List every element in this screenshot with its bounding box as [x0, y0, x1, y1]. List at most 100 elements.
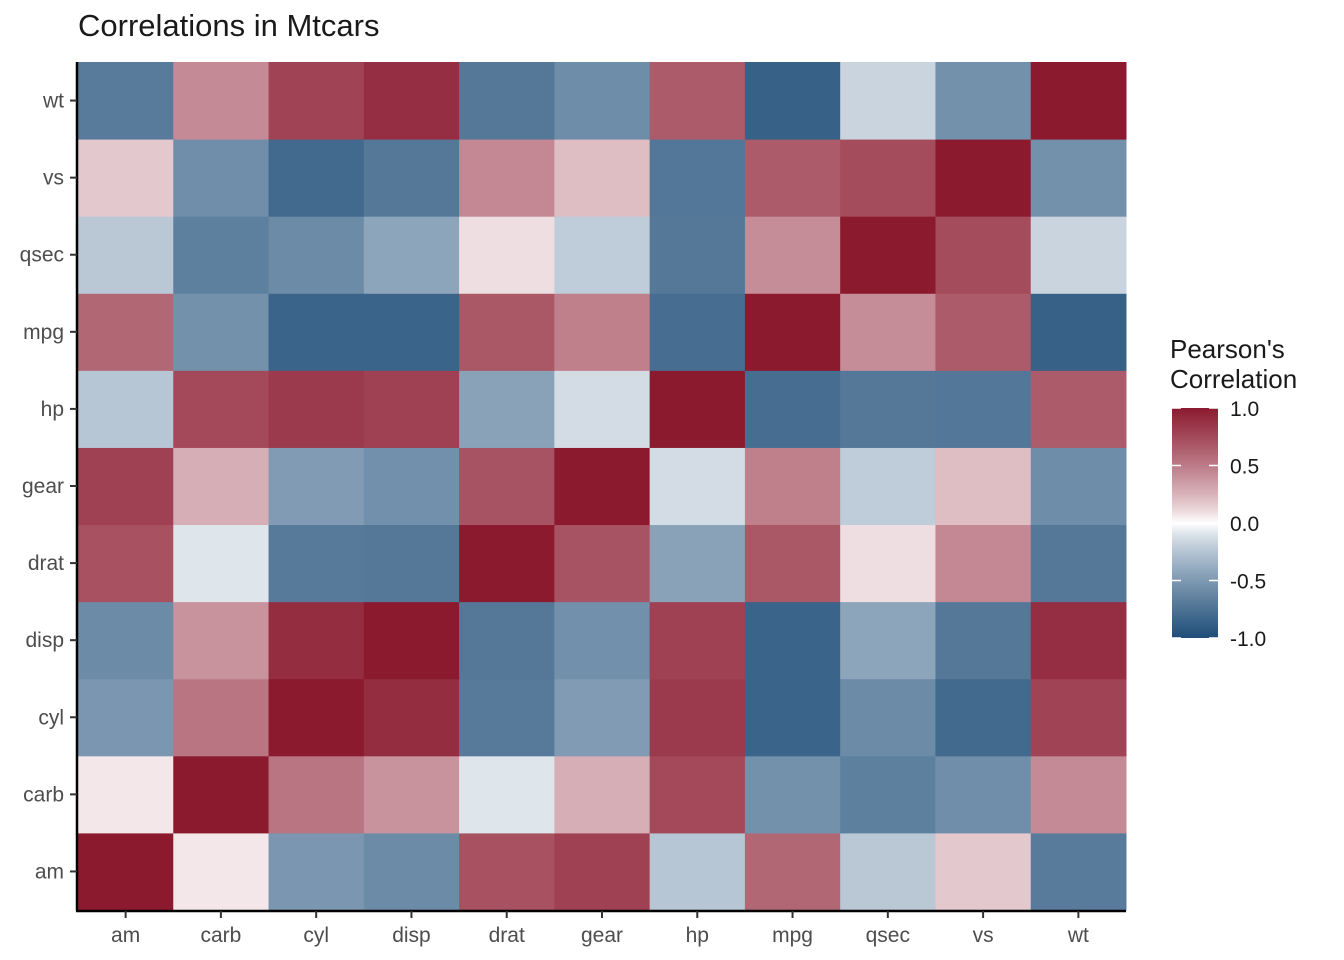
- y-tick-label: am: [35, 860, 64, 883]
- heatmap-cell-mpg-wt: [744, 62, 841, 140]
- heatmap-cell-gear-cyl: [554, 678, 651, 757]
- heatmap-cell-cyl-drat: [268, 524, 365, 603]
- heatmap-cell-am-hp: [78, 370, 174, 448]
- heatmap-cell-mpg-carb: [744, 755, 841, 834]
- heatmap-cell-mpg-cyl: [744, 678, 841, 757]
- heatmap-cell-cyl-gear: [268, 447, 365, 526]
- heatmap-cell-am-wt: [78, 62, 174, 140]
- heatmap-cell-vs-wt: [935, 62, 1032, 140]
- heatmap-cell-qsec-vs: [840, 139, 936, 217]
- heatmap-cell-wt-gear: [1030, 447, 1127, 526]
- heatmap-cell-disp-hp: [363, 370, 460, 448]
- heatmap-cell-vs-vs: [935, 139, 1032, 217]
- heatmap-cell-wt-cyl: [1030, 678, 1127, 757]
- heatmap-cell-qsec-disp: [840, 601, 936, 680]
- heatmap-cell-carb-qsec: [173, 216, 270, 294]
- heatmap-cell-wt-mpg: [1030, 293, 1127, 371]
- heatmap-cell-am-gear: [78, 447, 174, 526]
- heatmap-cell-am-mpg: [78, 293, 174, 371]
- legend-tick-label: 0.5: [1230, 456, 1259, 479]
- x-tick-label: qsec: [866, 924, 910, 947]
- y-tick-label: cyl: [38, 706, 64, 729]
- heatmap-cell-gear-disp: [554, 601, 651, 680]
- heatmap-cell-gear-gear: [554, 447, 651, 526]
- heatmap-cell-am-disp: [78, 601, 174, 680]
- heatmap-cell-hp-qsec: [649, 216, 746, 294]
- heatmap-cell-am-carb: [78, 755, 174, 834]
- heatmap-cell-drat-wt: [459, 62, 555, 140]
- heatmap-cell-mpg-drat: [744, 524, 841, 603]
- y-axis-ticks: am carb cyl disp drat gear hp mpg qsec vs wt: [20, 90, 77, 883]
- heatmap-cell-wt-drat: [1030, 524, 1127, 603]
- heatmap-cell-cyl-am: [268, 832, 365, 911]
- legend-title-line: Pearson's: [1170, 334, 1285, 364]
- heatmap-cell-vs-drat: [935, 524, 1032, 603]
- heatmap-cell-disp-mpg: [363, 293, 460, 371]
- heatmap-cell-wt-vs: [1030, 139, 1127, 217]
- heatmap-cell-qsec-am: [840, 832, 936, 911]
- legend-tick-label: 1.0: [1230, 398, 1259, 421]
- heatmap-cell-hp-vs: [649, 139, 746, 217]
- heatmap-cell-am-qsec: [78, 216, 174, 294]
- heatmap-cell-cyl-cyl: [268, 678, 365, 757]
- heatmap-cell-hp-gear: [649, 447, 746, 526]
- heatmap-cell-carb-wt: [173, 62, 270, 140]
- y-tick-label: vs: [43, 167, 64, 190]
- heatmap-cell-vs-am: [935, 832, 1032, 911]
- x-tick-label: vs: [973, 924, 994, 947]
- y-tick-label: gear: [22, 475, 64, 498]
- heatmap-cell-disp-disp: [363, 601, 460, 680]
- heatmap-cell-drat-carb: [459, 755, 555, 834]
- heatmap-cell-gear-am: [554, 832, 651, 911]
- heatmap-cell-wt-carb: [1030, 755, 1127, 834]
- heatmap-cell-drat-qsec: [459, 216, 555, 294]
- heatmap-cell-disp-am: [363, 832, 460, 911]
- heatmap-cell-am-cyl: [78, 678, 174, 757]
- heatmap-cell-mpg-am: [744, 832, 841, 911]
- heatmap-cell-vs-disp: [935, 601, 1032, 680]
- heatmap-cell-drat-hp: [459, 370, 555, 448]
- y-tick-label: wt: [42, 90, 64, 113]
- heatmap-cell-drat-drat: [459, 524, 555, 603]
- heatmap-cell-mpg-gear: [744, 447, 841, 526]
- heatmap-cell-vs-carb: [935, 755, 1032, 834]
- legend-tick-label: 0.0: [1230, 513, 1259, 536]
- heatmap-cell-gear-hp: [554, 370, 651, 448]
- heatmap-cell-wt-am: [1030, 832, 1127, 911]
- heatmap-cell-drat-disp: [459, 601, 555, 680]
- y-tick-label: hp: [41, 398, 64, 421]
- heatmap-cell-carb-disp: [173, 601, 270, 680]
- heatmap-cell-qsec-wt: [840, 62, 936, 140]
- heatmap-cells: [78, 62, 1127, 911]
- heatmap-cell-vs-qsec: [935, 216, 1032, 294]
- heatmap-cell-carb-mpg: [173, 293, 270, 371]
- heatmap-cell-carb-carb: [173, 755, 270, 834]
- heatmap-cell-hp-am: [649, 832, 746, 911]
- x-tick-label: wt: [1067, 924, 1089, 947]
- heatmap-cell-mpg-vs: [744, 139, 841, 217]
- heatmap-cell-cyl-disp: [268, 601, 365, 680]
- heatmap-cell-drat-cyl: [459, 678, 555, 757]
- heatmap-cell-gear-wt: [554, 62, 651, 140]
- heatmap-cell-gear-vs: [554, 139, 651, 217]
- heatmap-cell-vs-mpg: [935, 293, 1032, 371]
- heatmap-cell-disp-vs: [363, 139, 460, 217]
- heatmap-cell-cyl-wt: [268, 62, 365, 140]
- heatmap-cell-cyl-hp: [268, 370, 365, 448]
- legend-tick-label: -1.0: [1230, 628, 1266, 651]
- heatmap-cell-mpg-mpg: [744, 293, 841, 371]
- heatmap-cell-am-vs: [78, 139, 174, 217]
- x-tick-label: gear: [581, 924, 623, 947]
- heatmap-cell-drat-am: [459, 832, 555, 911]
- heatmap-cell-gear-drat: [554, 524, 651, 603]
- heatmap-cell-hp-mpg: [649, 293, 746, 371]
- heatmap-cell-hp-drat: [649, 524, 746, 603]
- y-tick-label: disp: [25, 629, 64, 652]
- heatmap-cell-disp-qsec: [363, 216, 460, 294]
- heatmap-cell-vs-gear: [935, 447, 1032, 526]
- heatmap-cell-qsec-mpg: [840, 293, 936, 371]
- heatmap-cell-gear-qsec: [554, 216, 651, 294]
- x-tick-label: disp: [392, 924, 431, 947]
- x-tick-label: am: [111, 924, 140, 947]
